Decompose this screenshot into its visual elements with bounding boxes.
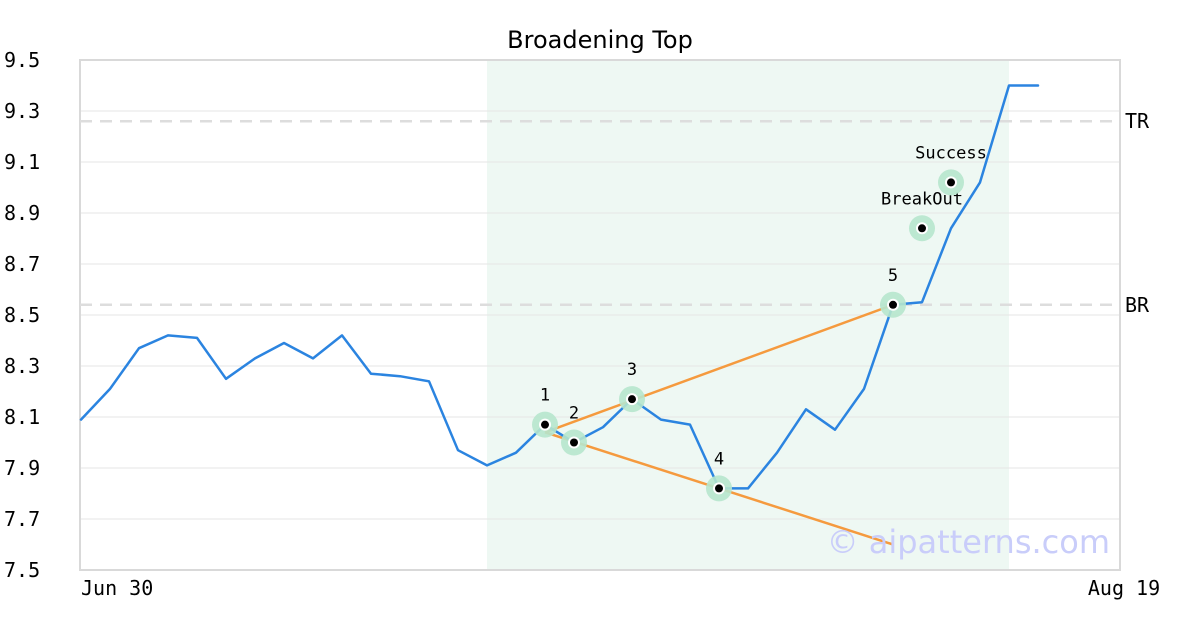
watermark: © aipatterns.com	[827, 523, 1110, 561]
upper-trendline	[544, 303, 894, 434]
y-tick-label: 7.9	[4, 456, 40, 480]
y-tick-label: 7.7	[4, 507, 40, 531]
point-label-1: 1	[540, 386, 550, 406]
x-tick-label: Jun 30	[81, 576, 153, 600]
point-marker-2	[570, 438, 578, 447]
point-label-3: 3	[627, 360, 637, 380]
point-label-breakout: BreakOut	[881, 189, 963, 209]
level-label-tr: TR	[1125, 109, 1150, 133]
point-label-5: 5	[888, 266, 898, 286]
y-tick-label: 8.7	[4, 252, 40, 276]
point-marker-breakout	[918, 224, 926, 233]
y-tick-label: 8.3	[4, 354, 40, 378]
point-marker-1	[541, 420, 549, 429]
price-series-line	[79, 84, 1040, 490]
point-label-2: 2	[569, 404, 579, 424]
plot-frame	[79, 59, 1121, 571]
x-tick-label: Aug 19	[1088, 576, 1160, 600]
y-tick-label: 9.5	[4, 48, 40, 72]
point-marker-3	[628, 395, 636, 404]
y-tick-label: 8.5	[4, 303, 40, 327]
point-marker-success	[947, 178, 955, 187]
point-label-success: Success	[915, 143, 987, 163]
point-marker-5	[889, 300, 897, 309]
chart-title: Broadening Top	[507, 26, 693, 54]
y-tick-label: 9.3	[4, 99, 40, 123]
y-tick-label: 7.5	[4, 558, 40, 582]
point-marker-4	[715, 484, 723, 493]
y-tick-label: 8.1	[4, 405, 40, 429]
y-tick-label: 8.9	[4, 201, 40, 225]
level-label-br: BR	[1125, 293, 1150, 317]
y-tick-label: 9.1	[4, 150, 40, 174]
point-label-4: 4	[714, 449, 724, 469]
